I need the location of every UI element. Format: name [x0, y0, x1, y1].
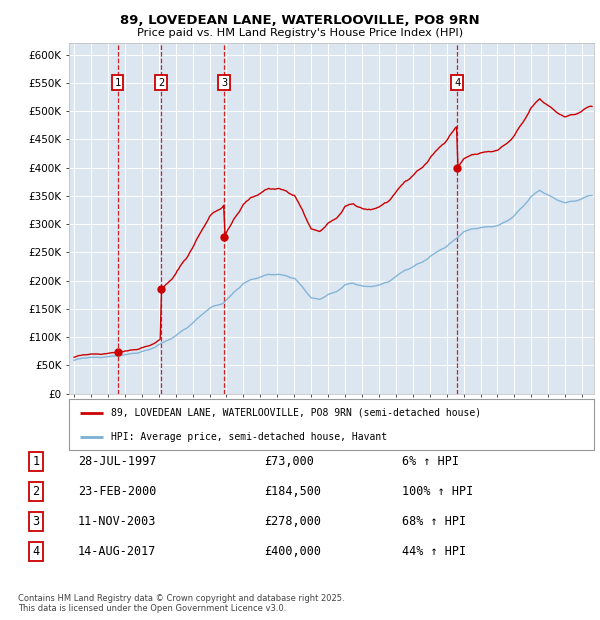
Text: 1: 1 — [32, 456, 40, 468]
Text: 28-JUL-1997: 28-JUL-1997 — [78, 456, 157, 468]
Text: 2: 2 — [158, 78, 164, 87]
Text: £73,000: £73,000 — [264, 456, 314, 468]
Text: 2: 2 — [32, 485, 40, 498]
Text: 1: 1 — [115, 78, 121, 87]
Text: 89, LOVEDEAN LANE, WATERLOOVILLE, PO8 9RN (semi-detached house): 89, LOVEDEAN LANE, WATERLOOVILLE, PO8 9R… — [111, 408, 481, 418]
Text: 44% ↑ HPI: 44% ↑ HPI — [402, 545, 466, 557]
Text: 68% ↑ HPI: 68% ↑ HPI — [402, 515, 466, 528]
Text: 6% ↑ HPI: 6% ↑ HPI — [402, 456, 459, 468]
Text: Price paid vs. HM Land Registry's House Price Index (HPI): Price paid vs. HM Land Registry's House … — [137, 28, 463, 38]
Text: £400,000: £400,000 — [264, 545, 321, 557]
Text: £278,000: £278,000 — [264, 515, 321, 528]
Text: 4: 4 — [454, 78, 460, 87]
Text: 23-FEB-2000: 23-FEB-2000 — [78, 485, 157, 498]
Text: £184,500: £184,500 — [264, 485, 321, 498]
Text: 100% ↑ HPI: 100% ↑ HPI — [402, 485, 473, 498]
Text: 14-AUG-2017: 14-AUG-2017 — [78, 545, 157, 557]
Text: Contains HM Land Registry data © Crown copyright and database right 2025.
This d: Contains HM Land Registry data © Crown c… — [18, 594, 344, 613]
Text: 11-NOV-2003: 11-NOV-2003 — [78, 515, 157, 528]
Text: 3: 3 — [32, 515, 40, 528]
Text: 89, LOVEDEAN LANE, WATERLOOVILLE, PO8 9RN: 89, LOVEDEAN LANE, WATERLOOVILLE, PO8 9R… — [120, 14, 480, 27]
Text: 4: 4 — [32, 545, 40, 557]
Text: 3: 3 — [221, 78, 227, 87]
Text: HPI: Average price, semi-detached house, Havant: HPI: Average price, semi-detached house,… — [111, 432, 387, 442]
